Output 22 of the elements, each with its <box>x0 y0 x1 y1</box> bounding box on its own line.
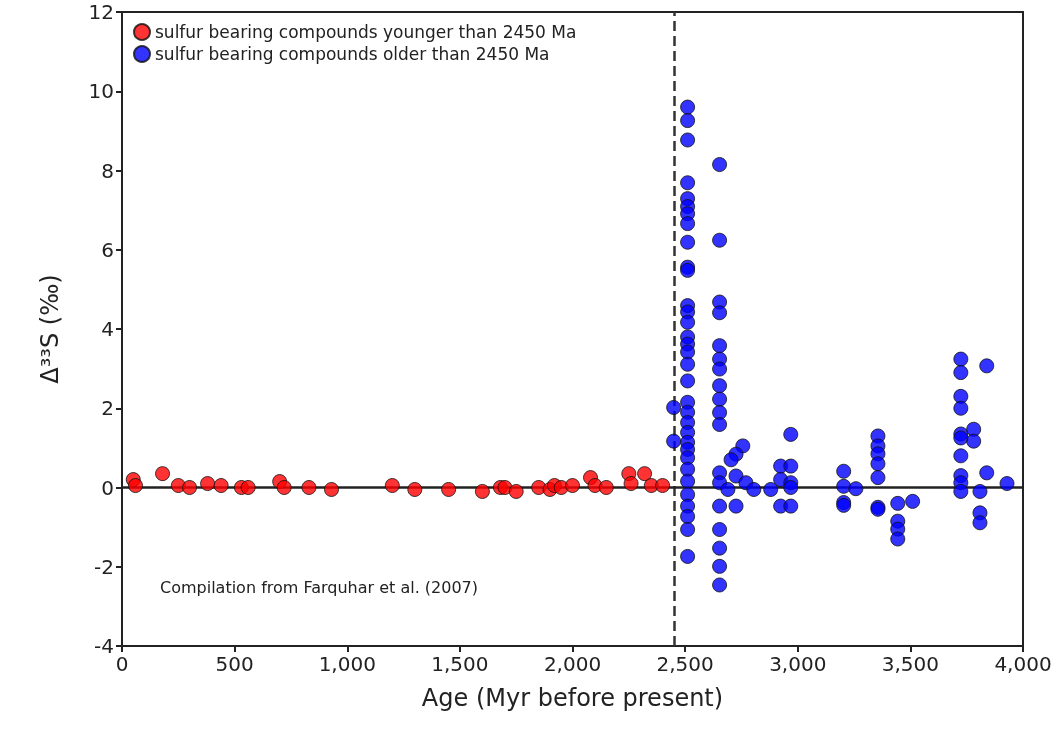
legend-label: sulfur bearing compounds younger than 2450 Ma <box>155 22 577 42</box>
y-tick-label: 2 <box>101 396 114 421</box>
y-tick-label: 8 <box>101 158 114 183</box>
x-axis-title: Age (Myr before present) <box>421 684 724 712</box>
y-tick-label: 0 <box>101 475 114 500</box>
legend-label: sulfur bearing compounds older than 2450 Ma <box>155 44 550 64</box>
y-tick-label: 12 <box>88 0 114 24</box>
y-tick-label: -4 <box>94 634 114 658</box>
y-tick-label: 4 <box>101 317 114 341</box>
x-tick-label: 3,500 <box>881 652 940 676</box>
y-tick-label: 10 <box>88 79 114 104</box>
y-tick-label: -2 <box>94 554 114 579</box>
x-tick-label: 2,500 <box>656 652 714 676</box>
x-tick-label: 4,000 <box>994 652 1052 676</box>
y-tick-label: 6 <box>101 237 114 262</box>
annotation: Compilation from Farquhar et al. (2007) <box>160 577 479 597</box>
x-tick-label: 3,000 <box>769 652 827 676</box>
x-tick-label: 1,000 <box>318 652 376 676</box>
x-tick-label: 1,500 <box>431 652 489 676</box>
y-axis-title: Δ³³S (‰) <box>36 274 64 384</box>
x-tick-label: 2,000 <box>543 652 602 676</box>
x-tick-label: 500 <box>215 652 254 676</box>
